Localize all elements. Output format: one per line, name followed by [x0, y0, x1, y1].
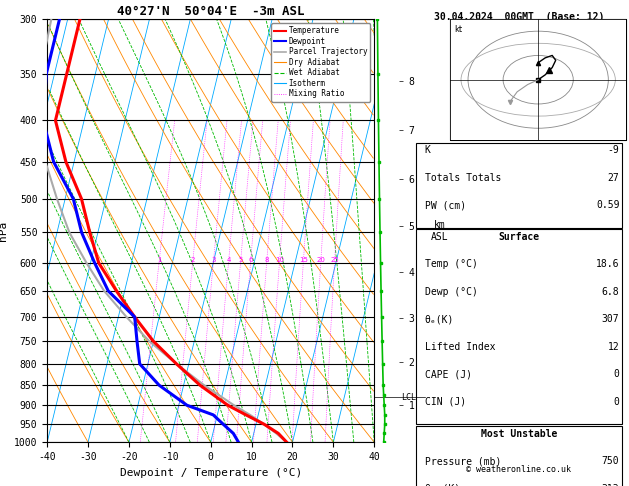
Text: Surface: Surface	[498, 232, 540, 242]
Text: 0.59: 0.59	[596, 200, 620, 210]
Bar	[450, 19, 626, 140]
X-axis label: Dewpoint / Temperature (°C): Dewpoint / Temperature (°C)	[120, 468, 302, 478]
Text: kt: kt	[454, 25, 462, 34]
Text: Pressure (mb): Pressure (mb)	[425, 456, 501, 466]
Bar	[416, 229, 621, 424]
Text: 6: 6	[248, 257, 253, 263]
Text: 1: 1	[157, 257, 161, 263]
Text: 30.04.2024  00GMT  (Base: 12): 30.04.2024 00GMT (Base: 12)	[434, 12, 604, 22]
Text: © weatheronline.co.uk: © weatheronline.co.uk	[467, 465, 571, 474]
Text: 307: 307	[602, 314, 620, 324]
Y-axis label: hPa: hPa	[0, 221, 8, 241]
Y-axis label: km
ASL: km ASL	[430, 220, 448, 242]
Text: 6.8: 6.8	[602, 287, 620, 297]
Text: LCL: LCL	[401, 393, 416, 402]
Text: Lifted Index: Lifted Index	[425, 342, 495, 352]
Text: 750: 750	[602, 456, 620, 466]
Text: Totals Totals: Totals Totals	[425, 173, 501, 183]
Text: 27: 27	[608, 173, 620, 183]
Text: 8: 8	[264, 257, 269, 263]
Text: 10: 10	[275, 257, 284, 263]
Text: PW (cm): PW (cm)	[425, 200, 466, 210]
Text: -9: -9	[608, 145, 620, 155]
Text: CAPE (J): CAPE (J)	[425, 369, 472, 380]
Text: 0: 0	[613, 397, 620, 407]
Text: Dewp (°C): Dewp (°C)	[425, 287, 477, 297]
Text: 18.6: 18.6	[596, 260, 620, 269]
Text: 4: 4	[226, 257, 231, 263]
Bar	[416, 426, 621, 486]
Title: 40°27'N  50°04'E  -3m ASL: 40°27'N 50°04'E -3m ASL	[117, 5, 304, 18]
Text: CIN (J): CIN (J)	[425, 397, 466, 407]
Text: θₑ (K): θₑ (K)	[425, 484, 460, 486]
Text: 25: 25	[330, 257, 339, 263]
Text: 2: 2	[191, 257, 195, 263]
Text: K: K	[425, 145, 431, 155]
Text: 5: 5	[238, 257, 243, 263]
Text: 12: 12	[608, 342, 620, 352]
Bar	[416, 143, 621, 227]
Text: 20: 20	[316, 257, 325, 263]
Text: Most Unstable: Most Unstable	[481, 429, 557, 439]
Legend: Temperature, Dewpoint, Parcel Trajectory, Dry Adiabat, Wet Adiabat, Isotherm, Mi: Temperature, Dewpoint, Parcel Trajectory…	[271, 23, 370, 102]
Text: 15: 15	[299, 257, 308, 263]
Text: 0: 0	[613, 369, 620, 380]
Text: Temp (°C): Temp (°C)	[425, 260, 477, 269]
Text: 3: 3	[211, 257, 216, 263]
Text: 313: 313	[602, 484, 620, 486]
Text: θₑ(K): θₑ(K)	[425, 314, 454, 324]
